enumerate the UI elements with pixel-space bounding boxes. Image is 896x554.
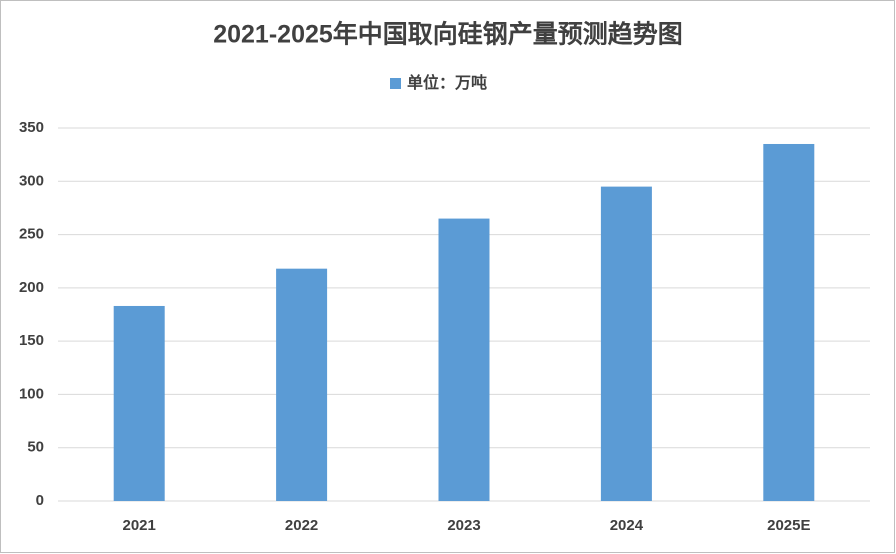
bar — [438, 218, 490, 502]
bar — [763, 143, 815, 501]
legend-label: 单位：万吨 — [407, 73, 487, 92]
x-tick-label: 2022 — [285, 517, 318, 534]
x-tick-label: 2021 — [123, 517, 156, 534]
y-tick-label: 250 — [19, 226, 44, 243]
y-tick-label: 300 — [19, 172, 44, 189]
y-tick-label: 0 — [36, 492, 44, 509]
bar — [276, 268, 328, 501]
bar — [113, 305, 165, 501]
x-tick-label: 2024 — [610, 517, 644, 534]
y-tick-label: 50 — [27, 439, 44, 456]
y-tick-label: 150 — [19, 332, 44, 349]
y-tick-label: 350 — [19, 119, 44, 136]
bar — [600, 186, 652, 501]
y-tick-label: 200 — [19, 279, 44, 296]
legend-swatch — [390, 78, 401, 89]
y-tick-label: 100 — [19, 385, 44, 402]
x-tick-label: 2025E — [767, 517, 810, 534]
x-tick-label: 2023 — [447, 517, 480, 534]
chart-title: 2021-2025年中国取向硅钢产量预测趋势图 — [213, 20, 683, 49]
